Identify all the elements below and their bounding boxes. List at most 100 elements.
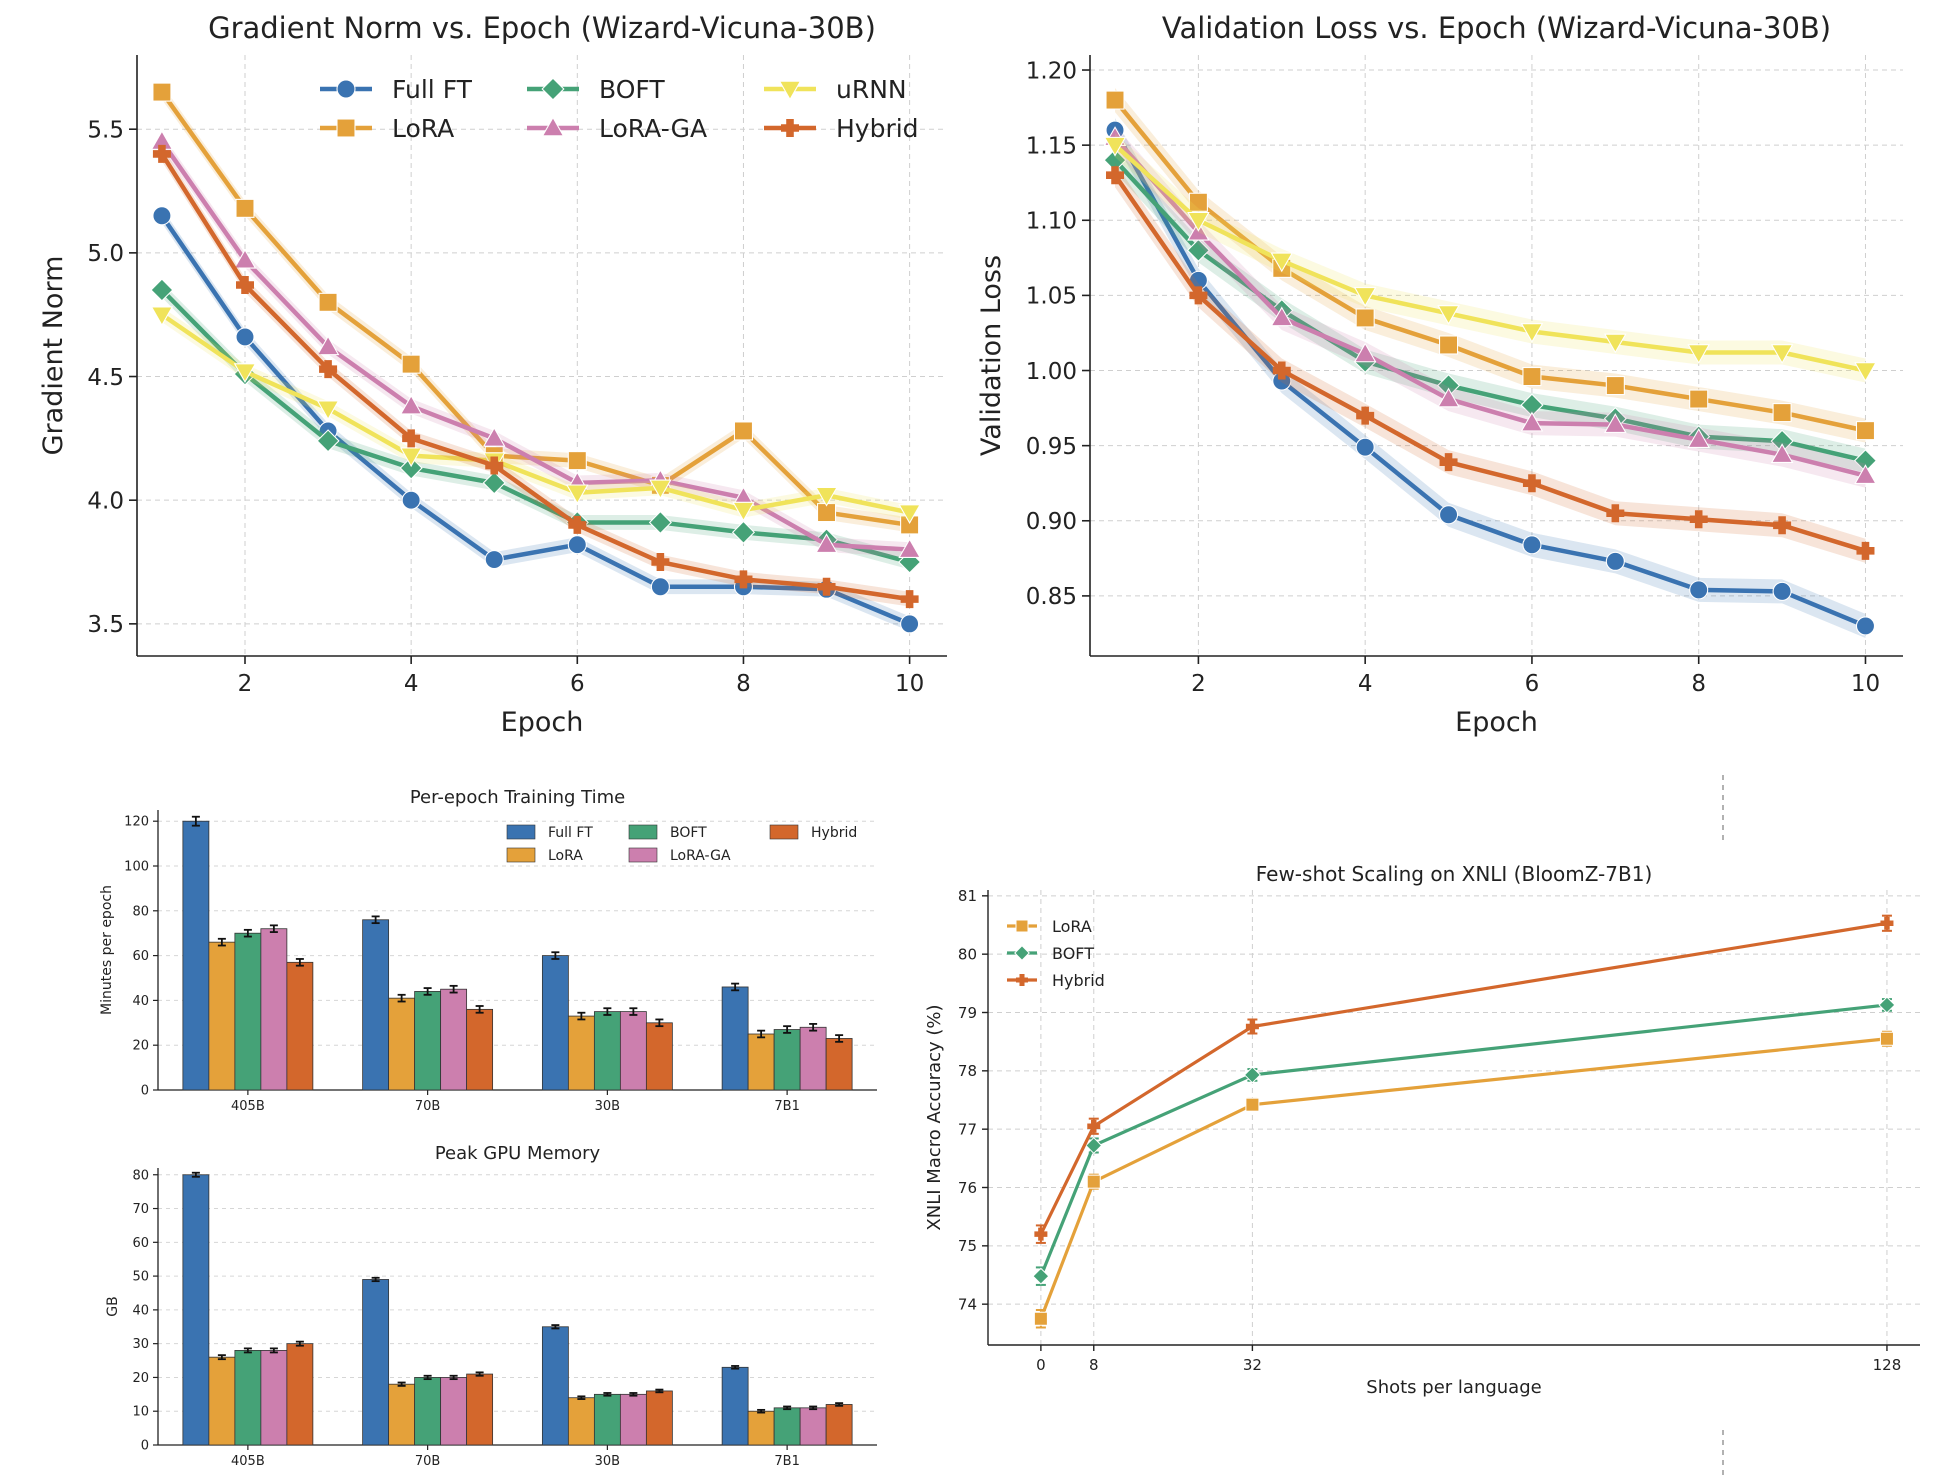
y-tick-label: 0.95: [1026, 434, 1077, 460]
point-hybrid: [402, 429, 421, 448]
point-hybrid: [1522, 474, 1541, 493]
point-lora-ga: [1270, 306, 1294, 327]
point-lora: [318, 292, 338, 312]
y-tick-label: 76: [958, 1179, 977, 1197]
point-urnn: [1103, 136, 1127, 157]
point-lora-ga: [233, 248, 257, 269]
line-hybrid: [160, 152, 910, 602]
point-lora: [401, 354, 421, 374]
bar-boft-30b: [593, 1393, 621, 1446]
band-urnn: [1115, 133, 1866, 383]
y-tick-label: 5.0: [87, 241, 124, 267]
x-tick-label: 10: [1851, 671, 1880, 697]
y-tick-label: 80: [958, 946, 977, 964]
y-tick-label: 4.5: [87, 365, 124, 391]
point-urnn: [1687, 344, 1710, 364]
point-boft: [731, 520, 756, 544]
y-axis-label: GB: [105, 1296, 121, 1316]
band-full-ft: [1115, 118, 1866, 638]
x-tick-label: 128: [1873, 1356, 1902, 1374]
legend-item-boft: BOFT: [1007, 944, 1094, 963]
point-hybrid: [152, 144, 171, 163]
bar-lora-ga-70b: [440, 1377, 468, 1446]
point-urnn: [1520, 323, 1544, 343]
point-hybrid: [236, 276, 254, 295]
legend-item-lora-ga: LoRA-GA: [527, 114, 707, 143]
bar-boft-405b: [234, 932, 262, 1091]
x-tick-label: 4: [404, 671, 419, 697]
x-tick-label: 7B1: [774, 1099, 799, 1114]
bar-lora-70b: [388, 997, 416, 1091]
point-lora: [1245, 1097, 1260, 1112]
bar-lora-ga-30b: [619, 1393, 647, 1446]
point-full-ft: [484, 550, 504, 570]
legend-marker: [1014, 945, 1030, 961]
point-lora: [1689, 389, 1709, 409]
y-tick-label: 80: [132, 904, 149, 919]
bar-full-ft-7b1: [721, 1366, 749, 1446]
legend-label: LoRA-GA: [599, 114, 707, 143]
point-boft: [399, 456, 423, 480]
bar-lora-ga-405b: [260, 1350, 288, 1446]
bar-boft-7b1: [773, 1407, 801, 1446]
bar-lora-30b: [567, 1015, 595, 1091]
x-tick-label: 6: [1525, 671, 1540, 697]
point-boft: [1243, 1066, 1261, 1084]
point-boft: [1186, 238, 1210, 262]
x-axis-label: Shots per language: [1366, 1377, 1541, 1398]
legend-marker: [336, 118, 356, 138]
legend-swatch: [506, 847, 536, 863]
bar-lora-ga-405b: [260, 928, 288, 1091]
point-lora-ga: [1770, 443, 1794, 463]
point-urnn: [150, 306, 174, 327]
y-tick-label: 1.10: [1026, 209, 1077, 235]
point-full-ft: [567, 535, 587, 555]
point-boft: [316, 429, 340, 453]
bar-full-ft-30b: [541, 1326, 569, 1446]
point-lora: [1522, 366, 1542, 387]
y-tick-label: 1.00: [1026, 359, 1077, 385]
point-lora-ga: [1437, 387, 1460, 408]
legend-marker: [336, 79, 356, 99]
y-tick-label: 0: [141, 1439, 149, 1454]
line-lora-ga: [160, 140, 910, 552]
point-lora-ga: [1604, 413, 1627, 433]
series-lora: [1033, 1030, 1894, 1329]
bar-lora-30b: [567, 1397, 595, 1446]
point-hybrid: [1189, 286, 1208, 305]
point-lora: [1086, 1174, 1101, 1189]
bar-full-ft-70b: [362, 919, 390, 1091]
y-tick-label: 60: [132, 1236, 149, 1251]
point-hybrid: [1034, 1227, 1048, 1241]
legend-label: uRNN: [836, 75, 907, 104]
y-tick-label: 120: [124, 815, 149, 830]
bar-boft-405b: [234, 1350, 262, 1446]
bar-full-ft-405b: [182, 820, 210, 1091]
point-full-ft: [900, 614, 920, 634]
legend-marker: [541, 77, 565, 101]
y-tick-label: 60: [132, 949, 149, 964]
chart-title: Gradient Norm vs. Epoch (Wizard-Vicuna-3…: [208, 11, 876, 45]
point-hybrid: [1245, 1020, 1259, 1033]
x-tick-label: 2: [1191, 671, 1206, 697]
line-urnn: [160, 312, 911, 515]
y-tick-label: 74: [958, 1296, 977, 1314]
y-tick-label: 1.05: [1026, 284, 1077, 310]
point-urnn: [815, 486, 838, 507]
point-lora-ga: [482, 426, 506, 447]
y-tick-label: 4.0: [87, 488, 124, 514]
legend-label: LoRA: [1052, 917, 1092, 936]
x-tick-label: 7B1: [774, 1454, 799, 1469]
point-urnn: [316, 400, 340, 421]
legend-item-lora: LoRA: [506, 847, 583, 864]
legend-item-hybrid: Hybrid: [769, 824, 857, 841]
point-full-ft: [1355, 437, 1375, 457]
point-lora: [1605, 376, 1625, 396]
point-full-ft: [1689, 580, 1709, 600]
y-tick-label: 1.15: [1026, 133, 1077, 159]
x-tick-label: 8: [1089, 1356, 1099, 1374]
point-urnn: [566, 484, 589, 505]
legend-marker: [1016, 974, 1028, 986]
chart-xnli: 0 8 32 128 74 75 76 77 78 79 80 81 Few-shot Scaling …: [924, 862, 1920, 1398]
